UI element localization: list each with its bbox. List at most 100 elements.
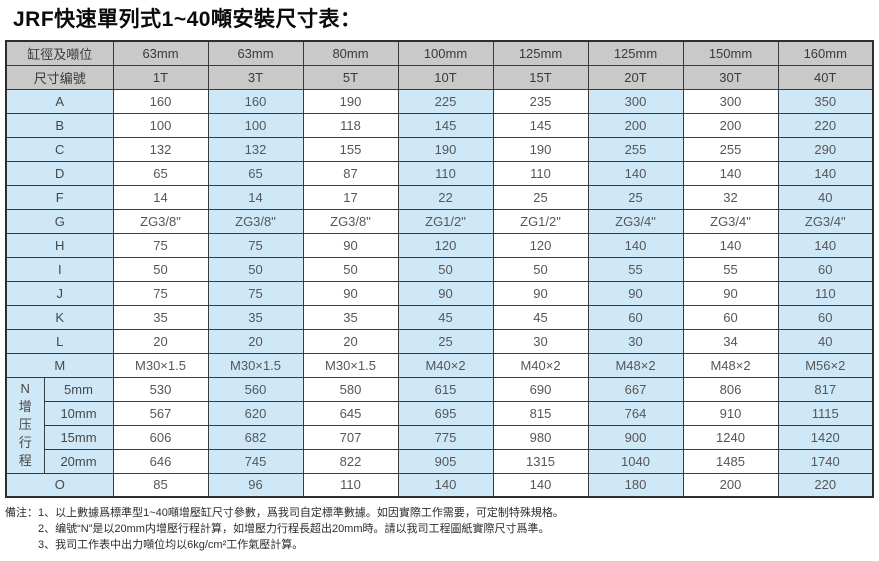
value-cell: 300 (587, 88, 684, 114)
value-cell: 50 (397, 256, 494, 282)
row-label: J (5, 280, 114, 306)
value-cell: 667 (587, 376, 684, 402)
table-row: F 14 14 17 22 25 25 32 40 (5, 184, 874, 210)
value-cell: 100 (207, 112, 304, 138)
row-label: H (5, 232, 114, 258)
bore-cell: 160mm (777, 40, 874, 66)
value-cell: 817 (777, 376, 874, 402)
bore-header-label: 缸徑及噸位 (5, 40, 114, 66)
value-cell: 60 (682, 304, 779, 330)
row-label: C (5, 136, 114, 162)
value-cell: 14 (207, 184, 304, 210)
value-cell: ZG3/8" (302, 208, 399, 234)
value-cell: M30×1.5 (207, 352, 304, 378)
value-cell: 34 (682, 328, 779, 354)
value-cell: 1740 (777, 448, 874, 474)
value-cell: 75 (207, 232, 304, 258)
value-cell: 110 (492, 160, 589, 186)
value-cell: 900 (587, 424, 684, 450)
value-cell: 90 (492, 280, 589, 306)
value-cell: 980 (492, 424, 589, 450)
page-title: JRF快速單列式1~40噸安裝尺寸表： (13, 8, 362, 31)
row-label: O (5, 472, 114, 498)
value-cell: 65 (207, 160, 304, 186)
value-cell: 75 (112, 232, 209, 258)
value-cell: 682 (207, 424, 304, 450)
value-cell: 90 (587, 280, 684, 306)
value-cell: ZG1/2" (397, 208, 494, 234)
table-row: B 100 100 118 145 145 200 200 220 (5, 112, 874, 138)
value-cell: 695 (397, 400, 494, 426)
value-cell: 606 (112, 424, 209, 450)
value-cell: 645 (302, 400, 399, 426)
value-cell: 60 (587, 304, 684, 330)
row-label: L (5, 328, 114, 354)
bore-cell: 80mm (302, 40, 399, 66)
value-cell: 745 (207, 448, 304, 474)
value-cell: 40 (777, 328, 874, 354)
value-cell: 20 (112, 328, 209, 354)
tonnage-cell: 15T (492, 64, 589, 90)
value-cell: 90 (302, 232, 399, 258)
value-cell: 50 (112, 256, 209, 282)
value-cell: 560 (207, 376, 304, 402)
value-cell: 1240 (682, 424, 779, 450)
value-cell: 145 (492, 112, 589, 138)
value-cell: 905 (397, 448, 494, 474)
table-row: O 85 96 110 140 140 180 200 220 (5, 472, 874, 498)
value-cell: 775 (397, 424, 494, 450)
value-cell: M30×1.5 (112, 352, 209, 378)
value-cell: 35 (112, 304, 209, 330)
table-row: G ZG3/8" ZG3/8" ZG3/8" ZG1/2" ZG1/2" ZG3… (5, 208, 874, 234)
value-cell: 530 (112, 376, 209, 402)
tonnage-cell: 3T (207, 64, 304, 90)
tonnage-cell: 20T (587, 64, 684, 90)
n-section-label: N 增 压 行 程 (5, 376, 45, 474)
value-cell: 190 (492, 136, 589, 162)
table-row: K 35 35 35 45 45 60 60 60 (5, 304, 874, 330)
value-cell: 25 (587, 184, 684, 210)
value-cell: 620 (207, 400, 304, 426)
row-label: F (5, 184, 114, 210)
table-row: I 50 50 50 50 50 55 55 60 (5, 256, 874, 282)
table-row: A 160 160 190 225 235 300 300 350 (5, 88, 874, 114)
row-label: D (5, 160, 114, 186)
value-cell: 75 (112, 280, 209, 306)
row-label: I (5, 256, 114, 282)
value-cell: M40×2 (492, 352, 589, 378)
table-row: L 20 20 20 25 30 30 34 40 (5, 328, 874, 354)
table-row: H 75 75 90 120 120 140 140 140 (5, 232, 874, 258)
value-cell: 50 (302, 256, 399, 282)
value-cell: 25 (492, 184, 589, 210)
value-cell: 690 (492, 376, 589, 402)
value-cell: 1485 (682, 448, 779, 474)
value-cell: M48×2 (682, 352, 779, 378)
value-cell: 110 (777, 280, 874, 306)
value-cell: 85 (112, 472, 209, 498)
value-cell: 1420 (777, 424, 874, 450)
value-cell: 55 (682, 256, 779, 282)
value-cell: 225 (397, 88, 494, 114)
value-cell: 20 (302, 328, 399, 354)
row-label: A (5, 88, 114, 114)
value-cell: 110 (302, 472, 399, 498)
value-cell: 17 (302, 184, 399, 210)
header-row-bore: 缸徑及噸位 63mm 63mm 80mm 100mm 125mm 125mm 1… (5, 40, 874, 66)
value-cell: 110 (397, 160, 494, 186)
footnotes: 備注： 1、以上數據爲標準型1~40噸增壓缸尺寸參數，爲我司自定標準數據。如因實… (5, 505, 564, 553)
n-stroke-row: N 增 压 行 程 5mm 530 560 580 615 690 667 80… (5, 376, 874, 474)
dimension-table: 缸徑及噸位 63mm 63mm 80mm 100mm 125mm 125mm 1… (5, 40, 874, 498)
value-cell: 40 (777, 184, 874, 210)
value-cell: 60 (777, 304, 874, 330)
stroke-label: 15mm (43, 424, 114, 450)
value-cell: 200 (587, 112, 684, 138)
value-cell: 190 (397, 136, 494, 162)
value-cell: 45 (397, 304, 494, 330)
value-cell: 45 (492, 304, 589, 330)
footnote-prefix: 備注： (5, 507, 38, 519)
value-cell: ZG3/8" (207, 208, 304, 234)
table-row: J 75 75 90 90 90 90 90 110 (5, 280, 874, 306)
value-cell: M56×2 (777, 352, 874, 378)
header-row-tonnage: 尺寸编號 1T 3T 5T 10T 15T 20T 30T 40T (5, 64, 874, 90)
value-cell: 140 (492, 472, 589, 498)
